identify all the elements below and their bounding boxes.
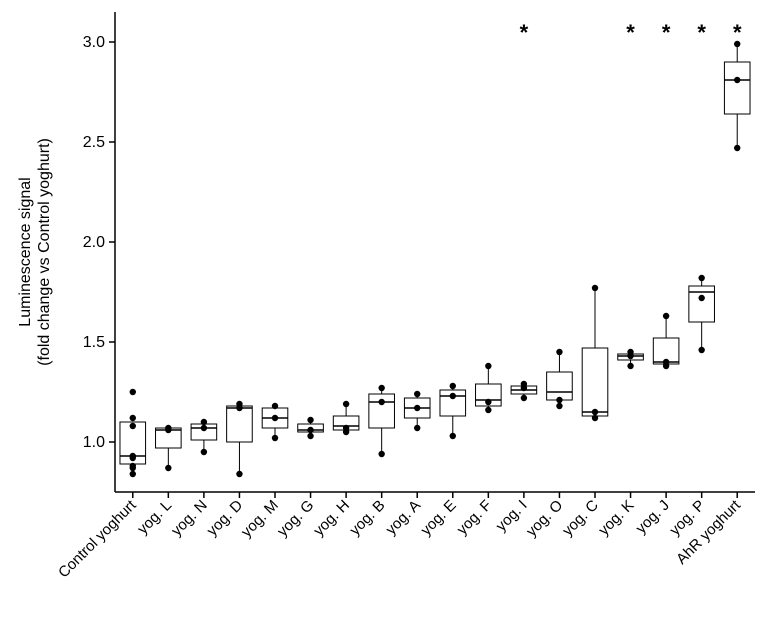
- data-point: [698, 295, 704, 301]
- data-point: [556, 403, 562, 409]
- data-point: [307, 417, 313, 423]
- y-axis-label-line1: Luminescence signal: [17, 177, 34, 326]
- data-point: [165, 465, 171, 471]
- data-point: [130, 415, 136, 421]
- data-point: [414, 391, 420, 397]
- data-point: [734, 145, 740, 151]
- data-point: [272, 435, 278, 441]
- data-point: [343, 425, 349, 431]
- data-point: [201, 449, 207, 455]
- y-tick-label: 2.0: [83, 234, 105, 251]
- significance-star-icon: *: [520, 20, 529, 45]
- data-point: [414, 405, 420, 411]
- data-point: [485, 399, 491, 405]
- data-point: [130, 389, 136, 395]
- data-point: [307, 433, 313, 439]
- data-point: [378, 385, 384, 391]
- boxplot-chart: 1.0 1.5 2.0 2.5 3.0 Luminescence signal(fold …: [0, 0, 781, 630]
- significance-star-icon: *: [697, 20, 706, 45]
- box: [227, 406, 253, 442]
- data-point: [343, 401, 349, 407]
- data-point: [201, 425, 207, 431]
- box: [724, 62, 750, 114]
- box: [582, 348, 608, 416]
- y-tick-label: 3.0: [83, 34, 105, 51]
- data-point: [272, 415, 278, 421]
- data-point: [592, 285, 598, 291]
- data-point: [236, 401, 242, 407]
- y-tick-label: 1.5: [83, 334, 105, 351]
- data-point: [556, 397, 562, 403]
- data-point: [236, 471, 242, 477]
- significance-star-icon: *: [626, 20, 635, 45]
- y-axis-label-line2: (fold change vs Control yoghurt): [36, 138, 53, 366]
- data-point: [378, 399, 384, 405]
- significance-star-icon: *: [662, 20, 671, 45]
- data-point: [414, 425, 420, 431]
- data-point: [307, 427, 313, 433]
- data-point: [698, 275, 704, 281]
- data-point: [450, 433, 456, 439]
- data-point: [556, 349, 562, 355]
- data-point: [698, 347, 704, 353]
- y-tick-label: 1.0: [83, 434, 105, 451]
- data-point: [450, 393, 456, 399]
- significance-star-icon: *: [733, 20, 742, 45]
- data-point: [272, 403, 278, 409]
- data-point: [130, 471, 136, 477]
- data-point: [485, 363, 491, 369]
- y-tick-label: 2.5: [83, 134, 105, 151]
- data-point: [378, 451, 384, 457]
- data-point: [663, 359, 669, 365]
- data-point: [627, 349, 633, 355]
- data-point: [130, 453, 136, 459]
- data-point: [130, 463, 136, 469]
- data-point: [521, 395, 527, 401]
- chart-svg: 1.0 1.5 2.0 2.5 3.0 Luminescence signal(fold …: [0, 0, 781, 630]
- data-point: [734, 77, 740, 83]
- data-point: [663, 313, 669, 319]
- data-point: [130, 423, 136, 429]
- data-point: [627, 363, 633, 369]
- data-point: [450, 383, 456, 389]
- data-point: [592, 415, 598, 421]
- data-point: [592, 409, 598, 415]
- data-point: [201, 419, 207, 425]
- data-point: [521, 381, 527, 387]
- data-point: [165, 425, 171, 431]
- box: [547, 372, 573, 400]
- data-point: [485, 407, 491, 413]
